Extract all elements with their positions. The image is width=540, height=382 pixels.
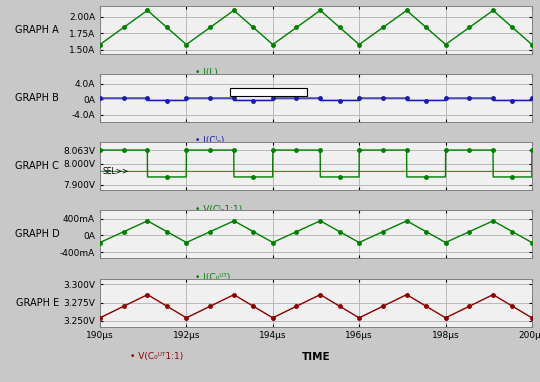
Text: GRAPH C: GRAPH C <box>15 161 59 171</box>
Text: GRAPH E: GRAPH E <box>16 298 59 308</box>
Text: TIME: TIME <box>301 351 330 362</box>
Text: SEL>>: SEL>> <box>102 167 129 176</box>
Bar <box>230 87 307 96</box>
Text: • V(Cᴵₙ1:1): • V(Cᴵₙ1:1) <box>195 205 242 214</box>
Text: • I(L): • I(L) <box>195 68 218 77</box>
Text: • I(Cᴵₙ): • I(Cᴵₙ) <box>195 136 224 146</box>
Text: • I(C₀ᵁᵀ): • I(C₀ᵁᵀ) <box>195 273 231 282</box>
Text: GRAPH B: GRAPH B <box>15 93 59 103</box>
Text: GRAPH D: GRAPH D <box>15 229 59 240</box>
Text: GRAPH A: GRAPH A <box>15 25 59 35</box>
Text: • V(C₀ᵁᵀ1:1): • V(C₀ᵁᵀ1:1) <box>130 351 184 361</box>
